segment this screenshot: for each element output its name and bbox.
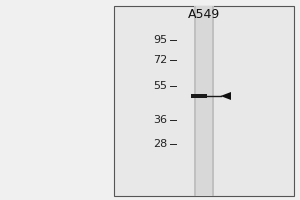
Bar xyxy=(114,6,294,196)
Text: 28: 28 xyxy=(153,139,167,149)
Text: 55: 55 xyxy=(153,81,167,91)
Text: 36: 36 xyxy=(153,115,167,125)
Text: 95: 95 xyxy=(153,35,167,45)
Text: A549: A549 xyxy=(188,7,220,21)
Bar xyxy=(212,6,214,196)
Polygon shape xyxy=(220,92,231,100)
Bar xyxy=(194,6,214,196)
Bar xyxy=(194,6,196,196)
Text: 72: 72 xyxy=(153,55,167,65)
Bar xyxy=(190,94,207,98)
